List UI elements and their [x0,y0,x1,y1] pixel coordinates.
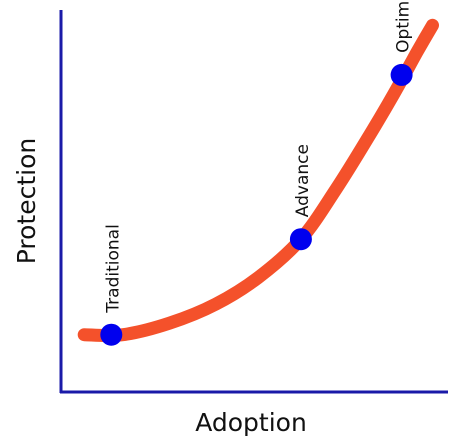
adoption-protection-curve [77,18,439,343]
point-label-traditional: Traditional [103,224,123,314]
point-traditional [100,323,123,346]
points-layer [100,63,413,346]
point-label-optimal: Optimal [394,0,414,53]
point-label-advance: Advance [293,144,313,217]
y-axis-title: Protection [12,138,41,264]
point-optimal [390,63,413,86]
x-axis-title: Adoption [195,408,307,437]
point-advance [289,228,312,251]
labels-layer: Traditional Advance Optimal [103,0,413,314]
